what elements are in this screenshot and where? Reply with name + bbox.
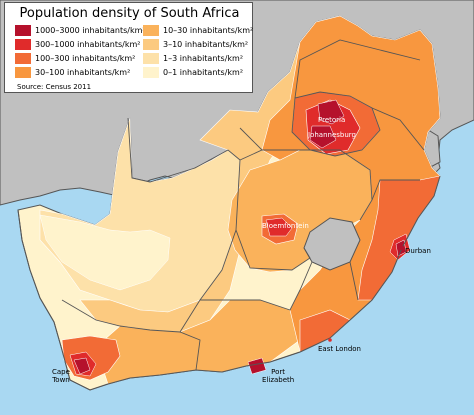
legend: Population density of South Africa 1000–…	[4, 2, 253, 93]
legend-label: 1000–3000 inhabitants/km²	[35, 26, 146, 35]
legend-item: 3–10 inhabitants/km²	[143, 39, 248, 50]
legend-swatch	[15, 67, 31, 78]
city-label-cape-town: Cape Town	[52, 368, 70, 384]
legend-item: 30–100 inhabitants/km²	[15, 67, 130, 78]
legend-label: 0–1 inhabitants/km²	[163, 68, 244, 77]
legend-label: 100–300 inhabitants/km²	[35, 54, 136, 63]
legend-item: 1–3 inhabitants/km²	[143, 53, 243, 64]
legend-item: 100–300 inhabitants/km²	[15, 53, 135, 64]
city-label-bloemfontein: Bloemfontein	[262, 222, 309, 230]
legend-label: 10–30 inhabitants/km²	[163, 26, 254, 35]
density-band-1000-3000-port-elizabeth	[247, 357, 267, 375]
city-label-cape-town-line1: Cape	[52, 368, 70, 376]
density-band-300-1000-bloemfontein	[265, 217, 293, 237]
density-band-1000-3000-cape-town	[73, 357, 91, 375]
map-title: Population density of South Africa	[19, 6, 240, 21]
city-label-pretoria: Pretoria	[318, 116, 346, 124]
legend-item: 0–1 inhabitants/km²	[143, 67, 243, 78]
city-label-johannesburg: Johannesburg	[308, 131, 356, 139]
density-band-1000-3000-johannesburg	[309, 125, 337, 149]
border-gauteng	[291, 91, 381, 157]
legend-swatch	[15, 39, 31, 50]
city-label-durban: Durban	[405, 247, 431, 255]
city-label-port-elizabeth-line1: Port	[271, 368, 286, 376]
legend-swatch	[15, 53, 31, 64]
city-marker-east-london	[328, 338, 332, 342]
city-label-port-elizabeth-line2: Elizabeth	[262, 376, 295, 384]
legend-label: 3–10 inhabitants/km²	[163, 40, 249, 49]
border-mpumalanga	[371, 107, 425, 151]
legend-swatch	[143, 25, 159, 36]
legend-swatch	[15, 25, 31, 36]
legend-item: 300–1000 inhabitants/km²	[15, 39, 140, 50]
city-label-port-elizabeth: Port Elizabeth	[262, 368, 294, 384]
legend-item: 10–30 inhabitants/km²	[143, 25, 253, 36]
border-limpopo	[294, 39, 421, 99]
province-borders	[61, 39, 425, 371]
coastline	[17, 175, 441, 391]
border-western-cape	[61, 299, 201, 371]
city-label-east-london: East London	[318, 345, 361, 353]
legend-label: 1–3 inhabitants/km²	[163, 54, 244, 63]
source-note: Source: Census 2011	[17, 83, 92, 91]
border-northern-cape-east	[127, 117, 241, 333]
legend-label: 300–1000 inhabitants/km²	[35, 40, 141, 49]
density-band-0-1-interior	[39, 214, 171, 291]
legend-swatch	[143, 53, 159, 64]
city-label-cape-town-line2: Town	[52, 376, 70, 384]
border-north-west	[239, 127, 263, 151]
legend-swatch	[143, 67, 159, 78]
legend-label: 30–100 inhabitants/km²	[35, 68, 131, 77]
legend-item: 1000–3000 inhabitants/km²	[15, 25, 146, 36]
border-kzn	[371, 179, 420, 201]
city-marker-durban	[400, 246, 404, 250]
legend-swatch	[143, 39, 159, 50]
border-eastern-cape	[200, 261, 359, 311]
density-band-1000-3000-pretoria	[317, 99, 345, 125]
